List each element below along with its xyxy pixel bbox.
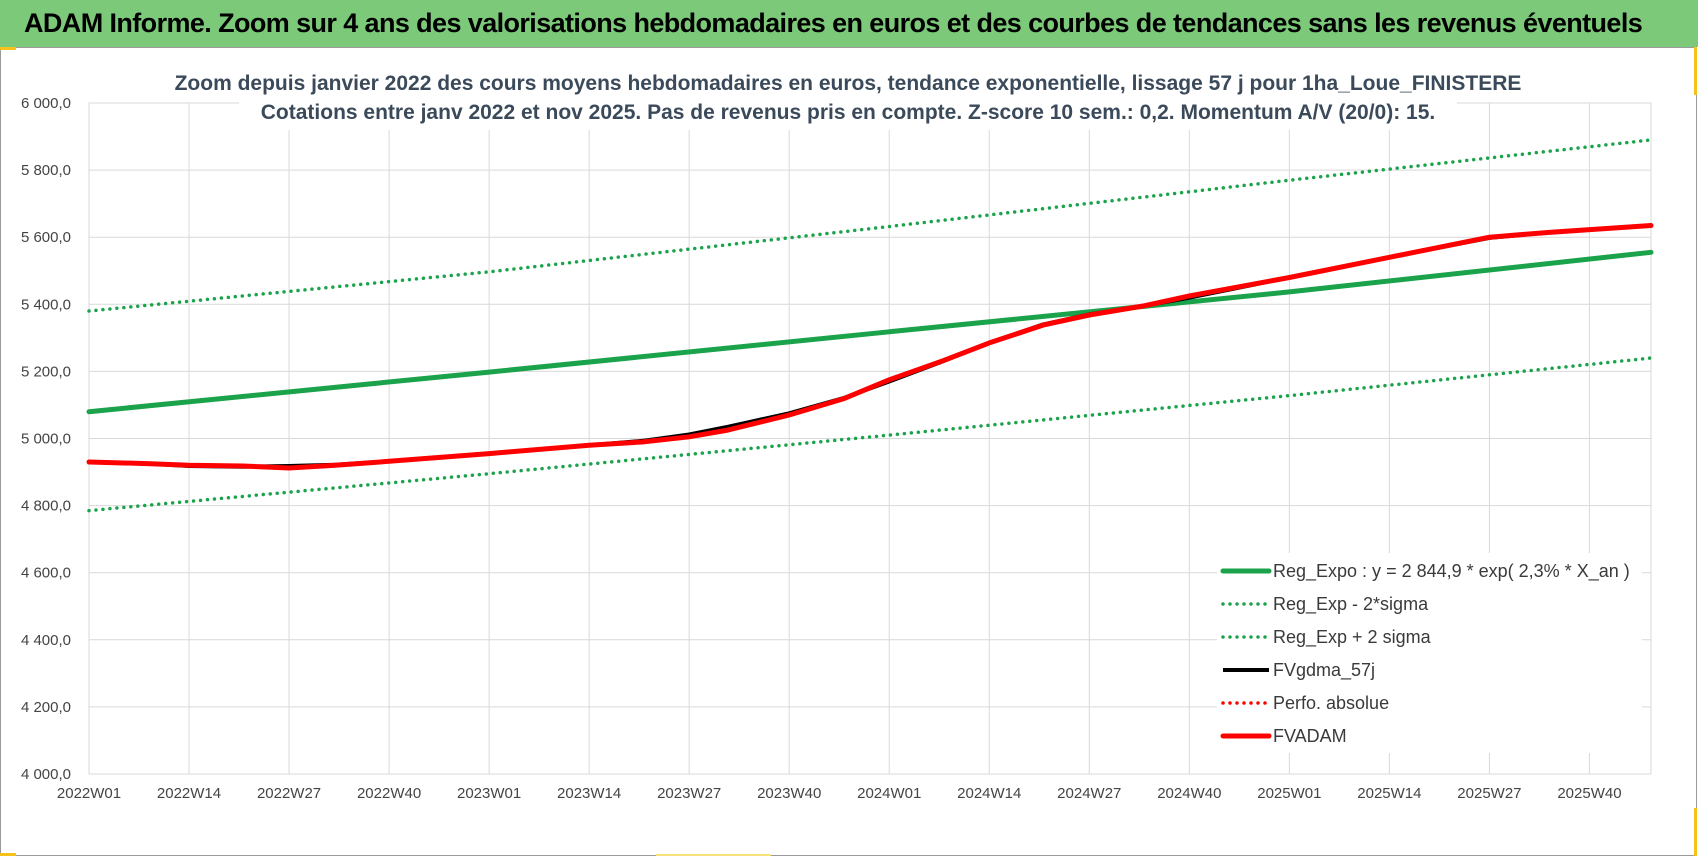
- x-tick-label: 2025W14: [1357, 785, 1421, 802]
- legend-label-1: Reg_Exp - 2*sigma: [1273, 594, 1429, 615]
- legend-background: [1217, 553, 1642, 753]
- x-tick-label: 2025W01: [1257, 785, 1321, 802]
- x-tick-label: 2023W01: [457, 785, 521, 802]
- legend-label-3: FVgdma_57j: [1273, 660, 1375, 681]
- legend-label-0: Reg_Expo : y = 2 844,9 * exp( 2,3% * X_a…: [1273, 561, 1630, 582]
- title-background: [239, 68, 1457, 130]
- x-tick-label: 2024W40: [1157, 785, 1221, 802]
- y-axis: 6 000,0 5 800,0 5 600,0 5 400,0 5 200,0 5 000…: [21, 95, 71, 783]
- corner-mark-bl: [0, 853, 16, 856]
- x-tick-label: 2025W27: [1457, 785, 1521, 802]
- chart-frame: 6 000,0 5 800,0 5 600,0 5 400,0 5 200,0 5 000…: [0, 47, 1697, 856]
- series-line-4: [87, 223, 1653, 470]
- x-tick-label: 2022W27: [257, 785, 321, 802]
- y-tick-label: 4 800,0: [21, 498, 71, 515]
- banner: ADAM Informe. Zoom sur 4 ans des valoris…: [0, 0, 1698, 47]
- corner-mark-tr: [1694, 47, 1697, 95]
- series-line-2: [87, 138, 1653, 313]
- x-axis: 2022W01 2022W14 2022W27 2022W40 2023W01 2023W…: [57, 785, 1622, 802]
- x-tick-label: 2023W14: [557, 785, 621, 802]
- y-tick-label: 5 200,0: [21, 363, 71, 380]
- x-tick-label: 2023W27: [657, 785, 721, 802]
- x-tick-label: 2025W40: [1557, 785, 1621, 802]
- x-tick-label: 2022W14: [157, 785, 221, 802]
- corner-mark-tl: [0, 47, 16, 50]
- x-tick-label: 2022W01: [57, 785, 121, 802]
- y-tick-label: 6 000,0: [21, 95, 71, 112]
- y-tick-label: 5 400,0: [21, 296, 71, 313]
- x-tick-label: 2024W14: [957, 785, 1021, 802]
- y-tick-label: 5 600,0: [21, 229, 71, 246]
- banner-title: ADAM Informe. Zoom sur 4 ans des valoris…: [24, 8, 1643, 38]
- series-line-0: [86, 249, 1654, 415]
- chart-title-line1: Zoom depuis janvier 2022 des cours moyen…: [175, 72, 1522, 95]
- x-tick-label: 2024W01: [857, 785, 921, 802]
- x-tick-label: 2023W40: [757, 785, 821, 802]
- chart: 6 000,0 5 800,0 5 600,0 5 400,0 5 200,0 5 000…: [21, 68, 1654, 802]
- bottom-mark: [656, 854, 771, 856]
- series-line-3: [88, 223, 1652, 469]
- x-tick-label: 2022W40: [357, 785, 421, 802]
- y-tick-label: 5 800,0: [21, 162, 71, 179]
- series: [86, 138, 1654, 513]
- y-tick-label: 4 200,0: [21, 699, 71, 716]
- series-line-1: [87, 356, 1653, 513]
- y-tick-label: 4 400,0: [21, 632, 71, 649]
- y-tick-label: 4 600,0: [21, 565, 71, 582]
- legend-label-4: Perfo. absolue: [1273, 693, 1389, 713]
- y-tick-label: 5 000,0: [21, 431, 71, 448]
- legend-label-5: FVADAM: [1273, 726, 1347, 746]
- legend-label-2: Reg_Exp + 2 sigma: [1273, 627, 1432, 648]
- y-tick-label: 4 000,0: [21, 766, 71, 783]
- series-line-5: [86, 223, 1654, 471]
- x-tick-label: 2024W27: [1057, 785, 1121, 802]
- corner-mark-br: [1694, 808, 1697, 856]
- legend: Reg_Expo : y = 2 844,9 * exp( 2,3% * X_a…: [1217, 553, 1642, 753]
- chart-title-line2: Cotations entre janv 2022 et nov 2025. P…: [261, 101, 1435, 124]
- grid: [88, 102, 1652, 775]
